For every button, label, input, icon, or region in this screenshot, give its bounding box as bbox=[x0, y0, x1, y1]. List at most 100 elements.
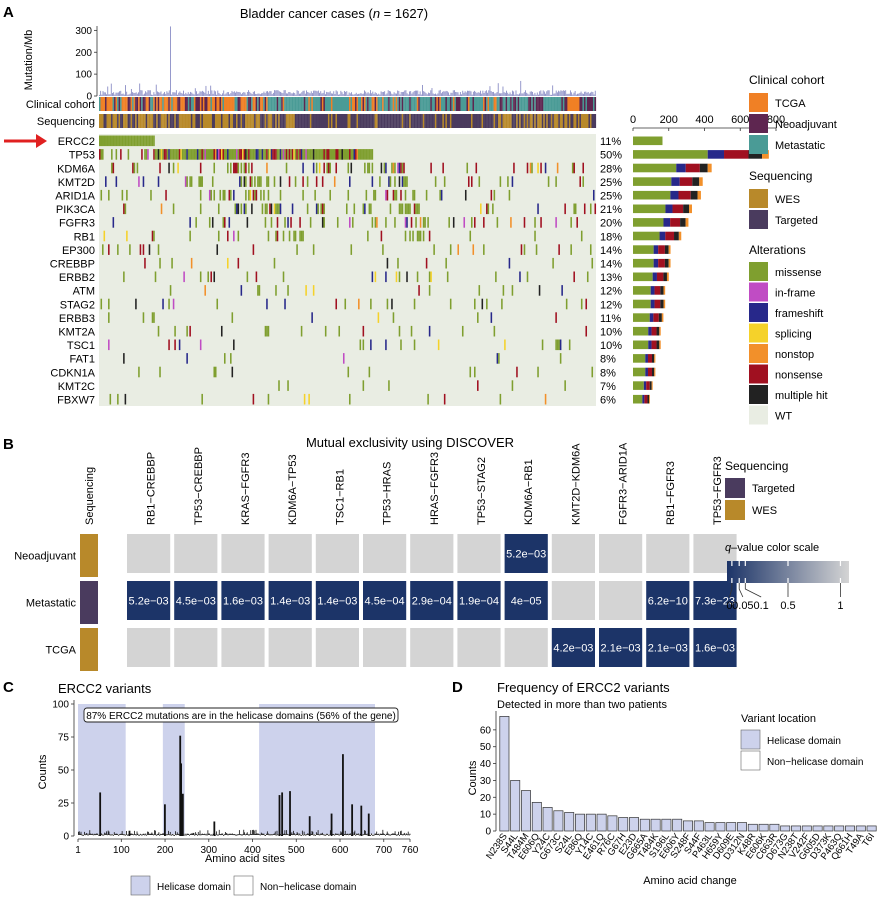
panel-c-x-tick-label: 100 bbox=[113, 845, 130, 856]
variant-count-bar bbox=[274, 831, 276, 835]
clinical-cell bbox=[254, 97, 256, 111]
alteration-cell bbox=[352, 217, 354, 228]
clinical-cell bbox=[217, 97, 220, 111]
alteration-cell bbox=[349, 217, 351, 228]
tmb-bar bbox=[530, 91, 532, 96]
sequencing-cell bbox=[433, 114, 435, 128]
variant-count-bar bbox=[231, 833, 232, 835]
sequencing-cell bbox=[199, 114, 202, 128]
tmb-bar bbox=[110, 83, 112, 96]
tmb-bar bbox=[210, 85, 212, 96]
alteration-cell bbox=[461, 325, 464, 337]
tmb-bar bbox=[328, 92, 330, 96]
tmb-bar bbox=[381, 92, 383, 96]
tmb-bar bbox=[125, 85, 126, 96]
sequencing-cell bbox=[285, 114, 288, 128]
sequencing-cell bbox=[121, 114, 124, 128]
variant-count-bar bbox=[245, 834, 246, 836]
tmb-bar bbox=[108, 94, 110, 96]
sequencing-cell bbox=[210, 114, 213, 128]
tmb-bar bbox=[174, 92, 176, 96]
variant-count-bar bbox=[176, 832, 178, 835]
alteration-cell bbox=[224, 217, 226, 228]
alteration-cell bbox=[424, 217, 426, 228]
alteration-cell bbox=[406, 217, 408, 228]
alteration-cell bbox=[358, 298, 360, 310]
helicase-domain-band bbox=[78, 704, 126, 834]
alteration-cell bbox=[499, 393, 502, 405]
sequencing-cell bbox=[225, 114, 228, 128]
gene-count-bar-segment bbox=[661, 313, 664, 322]
sequencing-cell bbox=[580, 114, 583, 128]
alteration-cell bbox=[168, 162, 170, 174]
tmb-bar bbox=[529, 91, 531, 96]
alteration-cell bbox=[273, 257, 276, 269]
variant-count-bar bbox=[399, 831, 401, 835]
sequencing-cell bbox=[172, 114, 175, 128]
variant-count-bar bbox=[79, 833, 81, 835]
alteration-cell bbox=[297, 149, 300, 160]
alteration-cell bbox=[385, 271, 387, 283]
sequencing-cell bbox=[501, 114, 503, 128]
alteration-cell bbox=[129, 135, 131, 147]
tmb-bar bbox=[474, 90, 476, 96]
q-value-cell bbox=[363, 534, 407, 573]
alteration-cell bbox=[153, 312, 155, 323]
alteration-cell bbox=[177, 162, 179, 174]
alteration-cell bbox=[258, 176, 261, 187]
tmb-bar bbox=[548, 90, 550, 96]
clinical-cell bbox=[558, 97, 560, 111]
clinical-cell bbox=[591, 97, 594, 111]
alteration-cell bbox=[147, 149, 149, 160]
alteration-cell bbox=[151, 312, 154, 323]
alteration-cell bbox=[199, 203, 202, 215]
tmb-bar bbox=[345, 91, 347, 96]
alteration-cell bbox=[379, 176, 381, 187]
alteration-cell bbox=[243, 162, 246, 174]
alteration-cell bbox=[391, 162, 393, 174]
clinical-cell bbox=[394, 97, 396, 111]
variant-peak-bar bbox=[330, 813, 333, 836]
clinical-cell bbox=[386, 97, 389, 111]
variant-frequency-bar bbox=[845, 825, 855, 832]
variant-count-bar bbox=[362, 834, 364, 836]
tmb-bar bbox=[265, 91, 267, 96]
alteration-cell bbox=[294, 149, 297, 160]
sequencing-cell bbox=[154, 114, 157, 128]
tmb-bar bbox=[511, 90, 513, 96]
clinical-cell bbox=[248, 97, 250, 111]
variant-count-bar bbox=[187, 833, 189, 835]
sequencing-cell bbox=[458, 114, 461, 128]
variant-count-bar bbox=[376, 831, 378, 835]
gene-label: KMT2D bbox=[58, 177, 95, 189]
variant-count-bar bbox=[334, 834, 336, 836]
tmb-bar bbox=[476, 93, 478, 96]
tmb-bar bbox=[224, 94, 226, 96]
alteration-cell bbox=[371, 217, 374, 228]
tmb-bar bbox=[159, 92, 161, 96]
clinical-cell bbox=[270, 97, 273, 111]
tmb-bar bbox=[289, 92, 291, 96]
legend-c-helicase-label: Helicase domain bbox=[157, 882, 231, 893]
gene-count-bar-segment bbox=[633, 313, 650, 322]
gene-count-bar-segment bbox=[633, 136, 663, 146]
clinical-cell bbox=[532, 97, 535, 111]
tmb-axis-label: Mutation/Mb bbox=[23, 30, 35, 91]
alteration-cell bbox=[464, 189, 467, 201]
alteration-cell bbox=[373, 189, 375, 201]
clinical-cell bbox=[529, 97, 532, 111]
sequencing-cell bbox=[245, 114, 247, 128]
alteration-cell bbox=[371, 162, 374, 174]
alteration-cell bbox=[263, 189, 265, 201]
alteration-cell bbox=[269, 149, 271, 160]
sequencing-cell bbox=[181, 114, 184, 128]
clinical-cell bbox=[486, 97, 488, 111]
alteration-cell bbox=[349, 149, 351, 160]
alteration-cell bbox=[382, 244, 384, 255]
clinical-cell bbox=[181, 97, 184, 111]
alteration-cell bbox=[413, 339, 416, 351]
column-header: RB1−FGFR3 bbox=[665, 461, 677, 525]
alteration-cell bbox=[311, 312, 313, 323]
alteration-cell bbox=[227, 162, 229, 174]
variant-count-bar bbox=[98, 834, 99, 836]
